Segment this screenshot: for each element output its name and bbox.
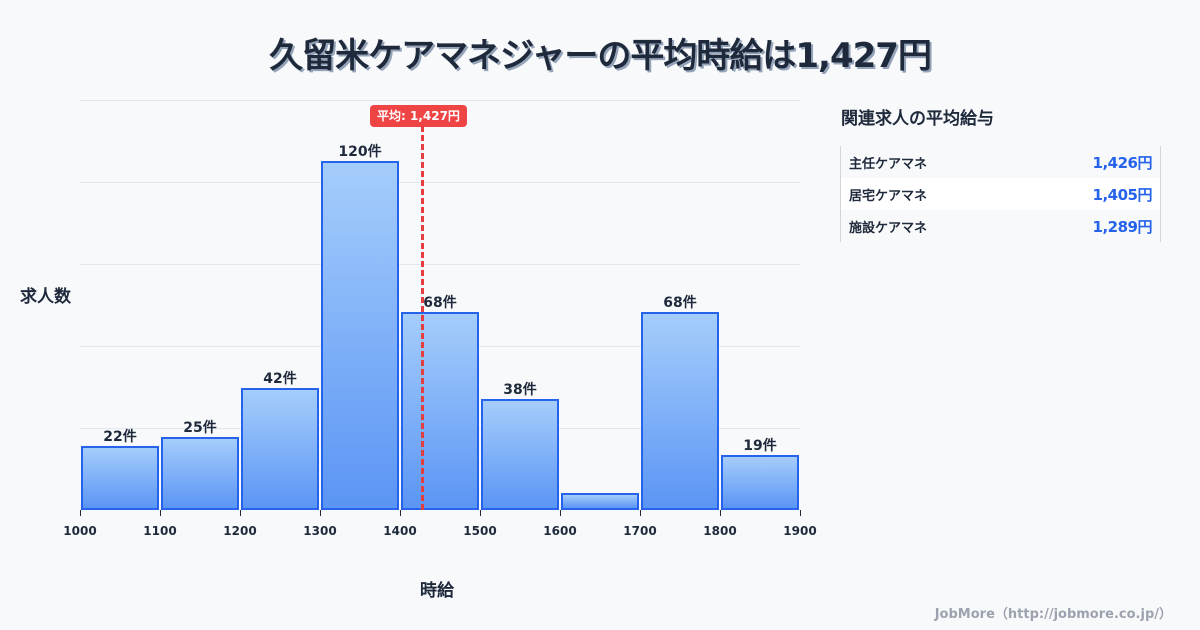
related-salary-row: 居宅ケアマネ 1,405円	[841, 178, 1160, 210]
bar-value-label: 38件	[503, 382, 537, 398]
x-tick-label: 1600	[543, 524, 577, 538]
job-name: 居宅ケアマネ	[849, 188, 928, 204]
x-tick	[80, 510, 81, 516]
x-tick-label: 1900	[783, 524, 817, 538]
mean-line	[420, 126, 424, 510]
x-tick-label: 1800	[703, 524, 737, 538]
histogram-bar	[81, 446, 159, 510]
histogram-bar	[241, 388, 319, 510]
x-tick-label: 1700	[623, 524, 657, 538]
histogram-bar	[641, 312, 719, 510]
page-title: 久留米ケアマネジャーの平均時給は1,427円	[269, 36, 932, 76]
mean-badge: 平均: 1,427円	[370, 105, 467, 127]
bar-value-label: 42件	[263, 371, 297, 387]
x-tick	[320, 510, 321, 516]
job-name: 施設ケアマネ	[849, 220, 928, 236]
x-tick-label: 1200	[223, 524, 257, 538]
x-tick	[240, 510, 241, 516]
x-tick	[400, 510, 401, 516]
bar-value-label: 19件	[743, 438, 777, 454]
bar-value-label: 22件	[103, 429, 137, 445]
histogram-bar	[401, 312, 479, 510]
x-tick	[640, 510, 641, 516]
job-name: 主任ケアマネ	[849, 156, 928, 172]
x-tick-label: 1400	[383, 524, 417, 538]
histogram-bar	[721, 455, 799, 510]
x-tick	[800, 510, 801, 516]
y-axis-label: 求人数	[20, 287, 71, 307]
related-salary-title: 関連求人の平均給与	[841, 109, 994, 129]
source-credit: JobMore（http://jobmore.co.jp/）	[934, 607, 1172, 622]
related-salary-row: 主任ケアマネ 1,426円	[841, 146, 1160, 178]
x-tick-label: 1100	[143, 524, 177, 538]
histogram-bar	[481, 399, 559, 510]
x-tick-label: 1000	[63, 524, 97, 538]
x-tick	[560, 510, 561, 516]
x-tick	[160, 510, 161, 516]
job-salary: 1,405円	[1092, 185, 1153, 204]
job-salary: 1,426円	[1092, 153, 1153, 172]
bar-value-label: 68件	[663, 295, 697, 311]
x-tick-label: 1500	[463, 524, 497, 538]
gridline	[80, 182, 800, 183]
x-tick	[480, 510, 481, 516]
gridline	[80, 264, 800, 265]
histogram-bar	[561, 493, 639, 510]
x-tick	[720, 510, 721, 516]
gridline	[80, 100, 800, 101]
job-salary: 1,289円	[1092, 217, 1153, 236]
related-salary-table: 主任ケアマネ 1,426円 居宅ケアマネ 1,405円 施設ケアマネ 1,289…	[840, 146, 1161, 242]
histogram-bar	[321, 161, 399, 510]
x-tick-label: 1300	[303, 524, 337, 538]
bar-value-label: 25件	[183, 420, 217, 436]
bar-value-label: 68件	[423, 295, 457, 311]
histogram-bar	[161, 437, 239, 510]
bar-value-label: 120件	[338, 144, 382, 160]
x-axis-label: 時給	[420, 581, 454, 601]
related-salary-row: 施設ケアマネ 1,289円	[841, 210, 1160, 242]
